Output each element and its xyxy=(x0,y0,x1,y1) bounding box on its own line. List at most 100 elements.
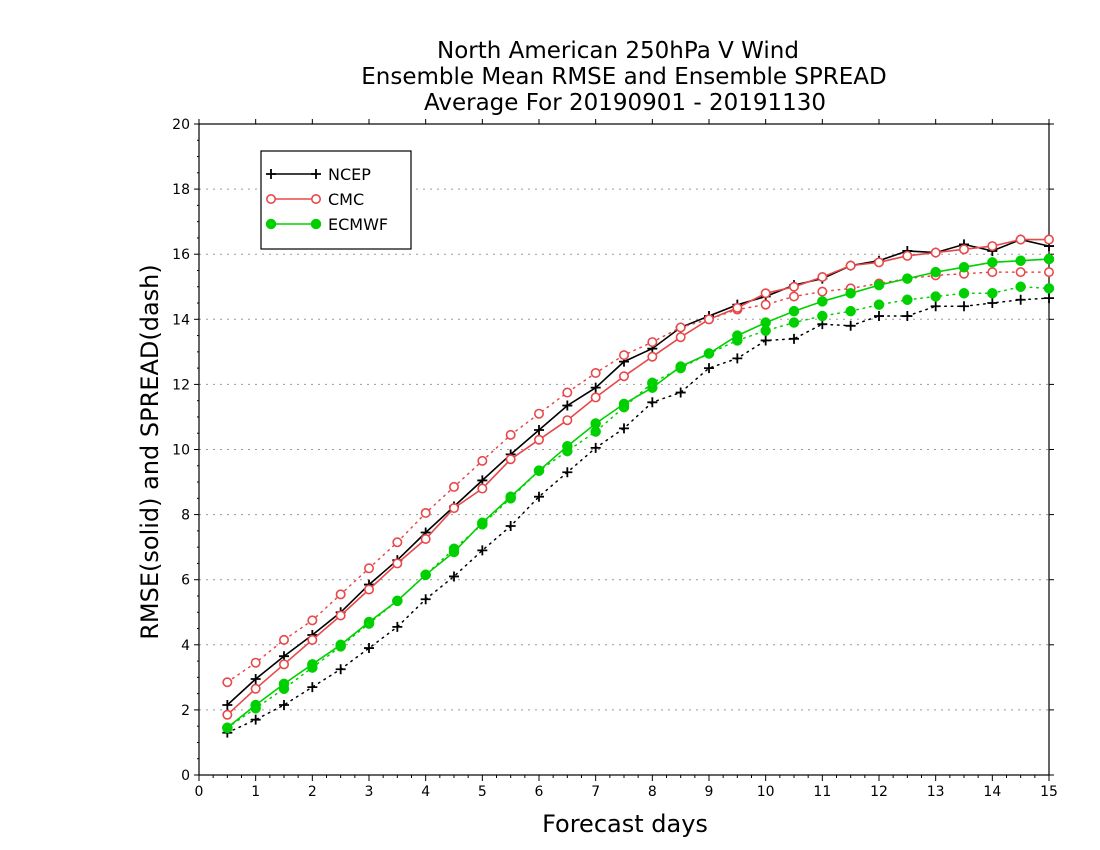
y-tick-label: 0 xyxy=(181,768,190,784)
ecmwf-rmse-point xyxy=(477,517,488,528)
ncep-spread-point xyxy=(335,664,346,675)
ncep-spread-point xyxy=(477,545,488,556)
x-tick-label: 6 xyxy=(535,784,544,800)
cmc-rmse-point xyxy=(250,683,261,694)
y-tick-label: 8 xyxy=(181,508,190,524)
cmc-spread-line xyxy=(226,271,1050,683)
ecmwf-spread-point xyxy=(845,305,856,317)
cmc-rmse-point xyxy=(817,271,828,282)
y-tick-label: 4 xyxy=(181,638,190,654)
ecmwf-rmse-point xyxy=(788,305,800,317)
cmc-spread-point xyxy=(817,286,828,297)
x-tick-label: 0 xyxy=(195,784,204,800)
cmc-spread-point xyxy=(448,481,459,492)
ecmwf-rmse-point xyxy=(250,699,261,711)
x-tick-label: 11 xyxy=(813,784,831,800)
ecmwf-spread-point xyxy=(1015,281,1026,292)
ecmwf-rmse-point xyxy=(335,639,346,651)
ecmwf-rmse-point xyxy=(618,398,630,410)
ncep-spread-point xyxy=(930,301,941,312)
ecmwf-rmse-point xyxy=(817,296,828,307)
x-tick-label: 13 xyxy=(927,784,945,800)
cmc-rmse-point xyxy=(505,454,516,465)
series-ecmwf xyxy=(222,253,1055,734)
cmc-rmse-point xyxy=(307,634,318,645)
ecmwf-rmse-point xyxy=(222,722,233,734)
cmc-spread-point xyxy=(618,350,629,361)
x-tick-label: 3 xyxy=(365,784,374,800)
cmc-spread-point xyxy=(363,563,374,574)
ecmwf-rmse-point xyxy=(307,659,318,670)
title-line-3: Average For 20190901 - 20191130 xyxy=(424,90,826,116)
ecmwf-spread-point xyxy=(987,288,998,299)
ncep-spread-point xyxy=(449,571,459,582)
ecmwf-rmse-point xyxy=(363,616,375,628)
x-tick-label: 12 xyxy=(870,784,888,800)
cmc-spread-point xyxy=(760,299,771,310)
legend-marker-cmc xyxy=(265,194,276,205)
x-tick-label: 10 xyxy=(757,784,775,800)
ncep-spread-point xyxy=(760,335,771,346)
ncep-spread-point xyxy=(420,594,431,605)
ncep-rmse-point xyxy=(534,424,544,435)
cmc-rmse-point xyxy=(533,434,544,445)
ecmwf-spread-point xyxy=(958,288,970,299)
ecmwf-rmse-point xyxy=(278,678,290,690)
cmc-spread-point xyxy=(987,267,998,278)
y-axis-title: RMSE(solid) and SPREAD(dash) xyxy=(136,264,164,640)
cmc-rmse-point xyxy=(788,281,799,292)
cmc-rmse-point xyxy=(873,257,884,268)
ncep-spread-point xyxy=(902,311,913,322)
y-tick-label: 2 xyxy=(181,703,190,719)
cmc-spread-point xyxy=(1015,267,1026,278)
ecmwf-rmse-point xyxy=(958,261,970,273)
ncep-rmse-point xyxy=(250,673,261,684)
cmc-spread-point xyxy=(533,408,544,419)
ecmwf-rmse-point xyxy=(420,569,431,581)
cmc-spread-point xyxy=(562,387,573,398)
cmc-rmse-point xyxy=(477,483,488,494)
ecmwf-rmse-point xyxy=(760,317,771,328)
title-line-2: Ensemble Mean RMSE and Ensemble SPREAD xyxy=(361,64,886,90)
y-tick-label: 6 xyxy=(181,573,190,589)
cmc-rmse-point xyxy=(335,610,346,621)
cmc-rmse-point xyxy=(1044,234,1055,245)
ncep-spread-point xyxy=(647,397,658,408)
x-tick-label: 5 xyxy=(478,784,487,800)
ecmwf-rmse-point xyxy=(930,266,941,278)
ncep-spread-point xyxy=(279,700,289,711)
x-tick-label: 9 xyxy=(705,784,714,800)
ncep-spread-point xyxy=(874,311,884,322)
cmc-spread-point xyxy=(278,634,289,645)
ecmwf-rmse-point xyxy=(1015,255,1026,266)
ncep-spread-point xyxy=(364,643,374,654)
ncep-spread-point xyxy=(505,520,516,531)
legend-marker-cmc xyxy=(310,194,321,205)
ecmwf-rmse-point xyxy=(590,418,601,429)
ncep-spread-point xyxy=(845,320,856,331)
cmc-rmse-point xyxy=(845,260,856,271)
ecmwf-rmse-point xyxy=(562,440,573,452)
series-cmc xyxy=(222,234,1055,720)
ncep-spread-point xyxy=(250,714,261,725)
chart-title: North American 250hPa V Wind Ensemble Me… xyxy=(361,38,886,116)
ncep-spread-point xyxy=(732,353,743,364)
ncep-rmse-point xyxy=(562,400,573,411)
cmc-rmse-point xyxy=(222,709,233,720)
ecmwf-spread-point xyxy=(902,294,913,306)
cmc-rmse-line xyxy=(226,238,1049,716)
cmc-rmse-point xyxy=(732,302,743,313)
cmc-rmse-point xyxy=(392,558,403,569)
x-tick-label: 1 xyxy=(251,784,260,800)
cmc-spread-point xyxy=(477,455,488,466)
ecmwf-rmse-point xyxy=(987,257,998,268)
ecmwf-spread-line xyxy=(226,286,1050,729)
cmc-rmse-point xyxy=(647,351,658,362)
y-tick-label: 12 xyxy=(172,377,190,393)
legend-box xyxy=(260,150,412,250)
ecmwf-rmse-point xyxy=(675,361,686,372)
cmc-rmse-point xyxy=(987,241,998,252)
ecmwf-rmse-point xyxy=(647,382,658,393)
